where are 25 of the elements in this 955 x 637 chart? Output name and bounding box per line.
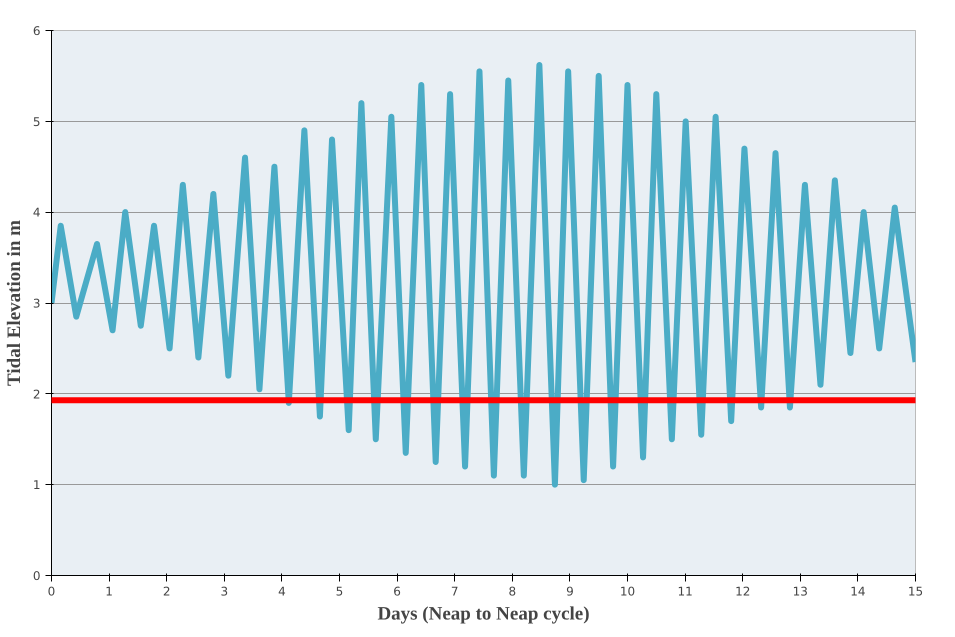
x-tick-label: 13 <box>792 584 808 598</box>
y-tick-label: 4 <box>32 206 41 220</box>
x-tick-label: 4 <box>278 584 286 598</box>
x-tick-label: 1 <box>105 584 113 598</box>
y-tick-label: 1 <box>32 478 41 492</box>
y-tick-label: 0 <box>32 569 41 583</box>
x-tick-label: 14 <box>850 584 866 598</box>
x-tick-label: 12 <box>735 584 750 598</box>
x-tick-label: 3 <box>220 584 228 598</box>
x-tick-label: 15 <box>908 584 924 598</box>
x-tick-label: 7 <box>450 584 459 598</box>
x-tick-label: 0 <box>48 584 56 598</box>
x-tick-label: 2 <box>162 584 171 598</box>
x-tick-label: 11 <box>677 584 693 598</box>
x-tick-label: 6 <box>393 584 401 598</box>
x-tick-label: 9 <box>566 584 574 598</box>
y-tick-label: 5 <box>32 114 41 129</box>
x-tick-label: 10 <box>620 584 636 598</box>
y-tick-label: 3 <box>32 296 41 310</box>
y-axis-title: Tidal Elevation in m <box>4 220 25 386</box>
y-tick-label: 6 <box>32 24 41 38</box>
x-axis-title: Days (Neap to Neap cycle) <box>377 604 590 624</box>
x-tick-label: 8 <box>508 584 516 598</box>
x-tick-label: 5 <box>336 584 344 598</box>
y-tick-label: 2 <box>32 387 41 402</box>
